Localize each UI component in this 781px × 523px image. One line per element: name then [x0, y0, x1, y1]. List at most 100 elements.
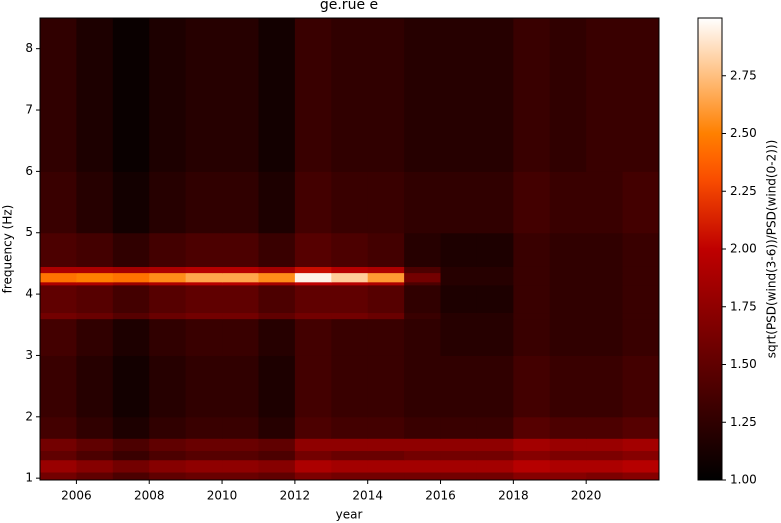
heatmap-cell — [404, 355, 442, 418]
heatmap-cell — [367, 232, 405, 267]
heatmap-cell — [549, 355, 587, 418]
heatmap-cell — [476, 18, 514, 172]
heatmap-cell — [622, 459, 660, 473]
heatmap-cell — [476, 171, 514, 234]
heatmap-cell — [258, 318, 296, 356]
heatmap-cell — [404, 171, 442, 234]
heatmap-cell — [112, 232, 150, 267]
heatmap-cell — [549, 281, 587, 286]
heatmap-cell — [294, 312, 332, 320]
heatmap-cell — [586, 171, 624, 234]
heatmap-cell — [258, 438, 296, 452]
heatmap-cell — [513, 416, 551, 439]
plot-frame — [39, 17, 660, 481]
heatmap-cell — [149, 459, 187, 473]
heatmap-cell — [76, 18, 114, 172]
heatmap-cell — [513, 281, 551, 286]
heatmap-cell — [476, 459, 514, 473]
heatmap-cell — [476, 312, 514, 320]
heatmap-cell — [185, 312, 223, 320]
heatmap-cell — [622, 18, 660, 172]
heatmap-cell — [513, 355, 551, 418]
heatmap-cell — [440, 472, 478, 481]
heatmap-cell — [513, 450, 551, 461]
heatmap-cell — [331, 438, 369, 452]
heatmap-cell — [40, 472, 77, 481]
colorbar-tick-label: 1.00 — [730, 473, 757, 487]
heatmap-cell — [258, 284, 296, 314]
heatmap-cell — [258, 18, 296, 172]
heatmap-cell — [185, 450, 223, 461]
heatmap-cell — [622, 438, 660, 452]
x-tick-label: 2014 — [352, 489, 383, 503]
heatmap-cell — [549, 18, 587, 172]
heatmap-cell — [40, 281, 77, 286]
heatmap-cell — [440, 18, 478, 172]
heatmap-cell — [622, 312, 660, 320]
heatmap-cell — [112, 272, 150, 283]
x-tick-label: 2020 — [571, 489, 602, 503]
heatmap-cell — [294, 459, 332, 473]
x-tick-label: 2016 — [425, 489, 456, 503]
heatmap-cell — [331, 355, 369, 418]
heatmap-cell — [185, 18, 223, 172]
x-tick-label: 2010 — [207, 489, 238, 503]
heatmap-cell — [222, 171, 259, 234]
heatmap-cell — [586, 272, 624, 283]
heatmap-cell — [40, 171, 77, 234]
heatmap-cell — [513, 438, 551, 452]
heatmap-cell — [76, 472, 114, 481]
heatmap-cell — [185, 171, 223, 234]
heatmap-cell — [586, 266, 624, 274]
heatmap-cell — [76, 416, 114, 439]
x-tick-label: 2018 — [498, 489, 529, 503]
heatmap-cell — [549, 266, 587, 274]
y-tick-label: 3 — [25, 348, 33, 362]
heatmap-cell — [149, 266, 187, 274]
heatmap-cell — [367, 355, 405, 418]
heatmap-cell — [40, 459, 77, 473]
heatmap-cell — [149, 450, 187, 461]
heatmap-cell — [367, 284, 405, 314]
heatmap-cell — [513, 459, 551, 473]
heatmap-cell — [112, 355, 150, 418]
heatmap-cell — [149, 171, 187, 234]
heatmap-cell — [112, 18, 150, 172]
heatmap-cell — [440, 171, 478, 234]
y-tick-label: 6 — [25, 164, 33, 178]
heatmap-cell — [476, 284, 514, 314]
heatmap-cell — [586, 284, 624, 314]
heatmap-cell — [549, 459, 587, 473]
heatmap-cell — [294, 281, 332, 286]
heatmap-cell — [258, 355, 296, 418]
heatmap-cell — [258, 266, 296, 274]
heatmap-cell — [331, 416, 369, 439]
heatmap-cell — [40, 450, 77, 461]
heatmap-cell — [476, 318, 514, 356]
heatmap-cell — [586, 318, 624, 356]
heatmap-cell — [476, 355, 514, 418]
heatmap-cell — [513, 266, 551, 274]
heatmap-cell — [185, 232, 223, 267]
heatmap-cell — [294, 416, 332, 439]
heatmap-cell — [294, 284, 332, 314]
heatmap-cell — [294, 355, 332, 418]
colorbar-tick-label: 2.75 — [730, 68, 757, 82]
y-tick-label: 5 — [25, 225, 33, 239]
heatmap-cell — [185, 472, 223, 481]
heatmap-cell — [76, 438, 114, 452]
heatmap-cell — [331, 318, 369, 356]
heatmap-cell — [586, 459, 624, 473]
heatmap-cell — [440, 438, 478, 452]
heatmap-cell — [185, 438, 223, 452]
heatmap-cell — [149, 472, 187, 481]
heatmap-cell — [549, 438, 587, 452]
heatmap-cell — [404, 472, 442, 481]
heatmap-cell — [367, 18, 405, 172]
heatmap-cell — [258, 312, 296, 320]
heatmap-cell — [586, 355, 624, 418]
heatmap-cell — [149, 18, 187, 172]
heatmap-cell — [222, 272, 259, 283]
heatmap-cell — [440, 450, 478, 461]
